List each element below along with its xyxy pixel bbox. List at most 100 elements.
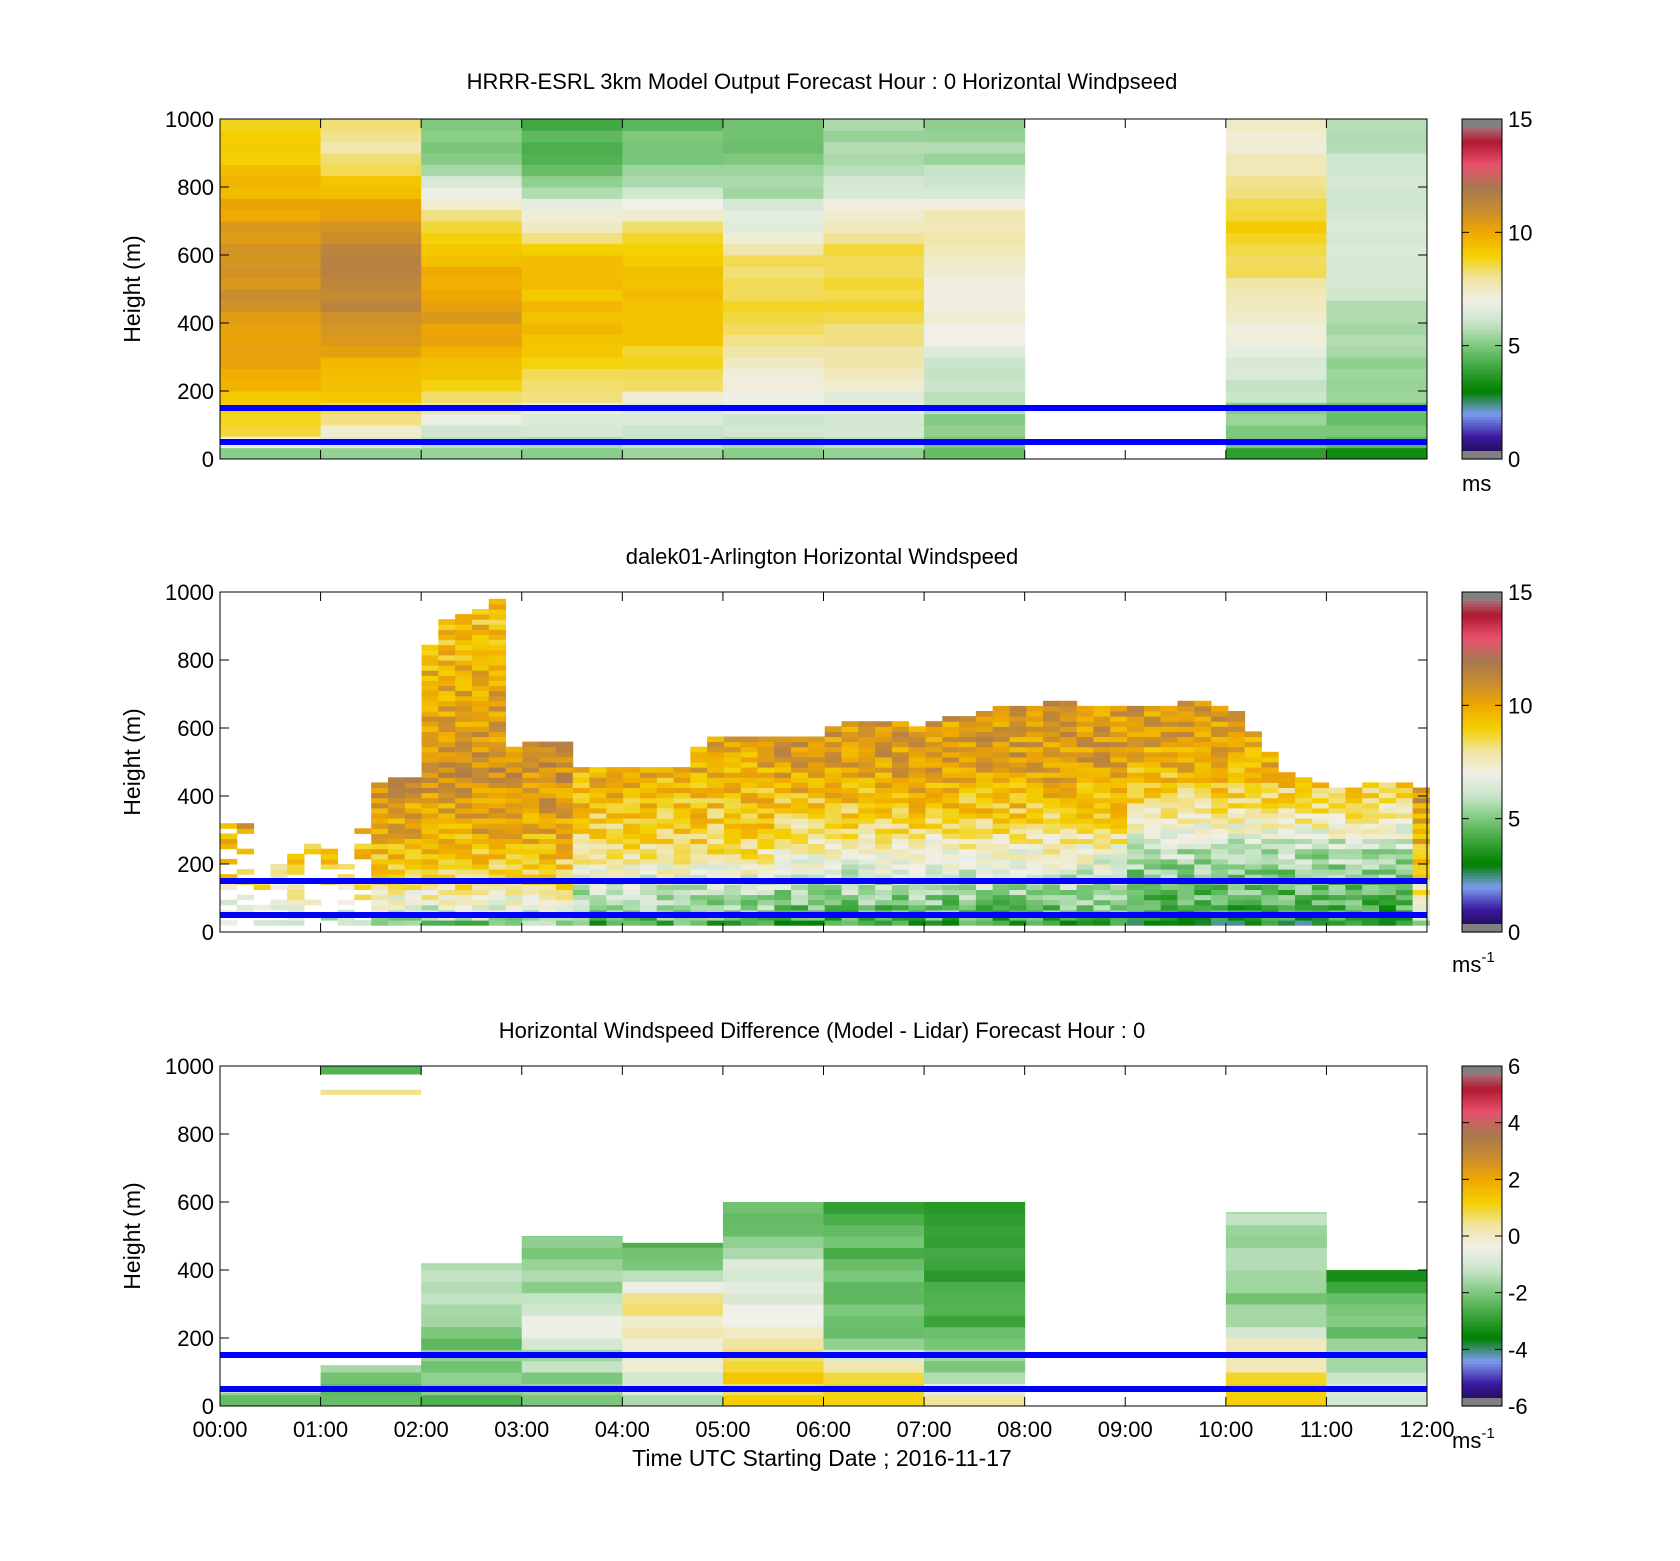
heatmap-cell: [757, 828, 775, 834]
colorbar-swatch: [1462, 620, 1502, 624]
heatmap-cell: [622, 153, 724, 165]
heatmap-cell: [1160, 889, 1178, 896]
colorbar-swatch: [1462, 1355, 1502, 1359]
heatmap-cell: [841, 797, 859, 804]
heatmap-cell: [555, 807, 574, 814]
colorbar-swatch: [1462, 138, 1502, 143]
colorbar-swatch: [1462, 773, 1502, 777]
heatmap-cell: [707, 746, 725, 753]
colorbar-swatch: [1462, 153, 1502, 157]
heatmap-cell: [1076, 736, 1094, 743]
heatmap-cell: [942, 843, 960, 850]
heatmap-cell: [438, 660, 456, 666]
heatmap-cell: [1160, 777, 1178, 783]
heatmap-cell: [1345, 843, 1363, 850]
heatmap-cell: [992, 848, 1010, 855]
heatmap-cell: [1160, 751, 1178, 758]
colorbar-under-swatch: [1462, 1398, 1502, 1406]
colorbar-over-swatch: [1462, 119, 1502, 127]
heatmap-cell: [555, 843, 574, 850]
heatmap-cell: [521, 300, 623, 313]
heatmap-cell: [1295, 823, 1313, 829]
heatmap-cell: [1311, 838, 1330, 845]
heatmap-cell: [1261, 802, 1279, 809]
heatmap-cell: [1261, 813, 1279, 819]
heatmap-cell: [220, 266, 322, 279]
heatmap-cell: [707, 736, 725, 743]
heatmap-cell: [924, 345, 1026, 358]
heatmap-cell: [723, 864, 742, 870]
heatmap-cell: [354, 843, 372, 850]
heatmap-cell: [455, 756, 473, 763]
heatmap-cell: [959, 792, 977, 799]
heatmap-cell: [924, 1304, 1026, 1316]
heatmap-cell: [1211, 731, 1229, 737]
heatmap-cell: [521, 232, 623, 245]
colorbar-swatch: [1462, 742, 1502, 746]
heatmap-cell: [673, 802, 691, 809]
heatmap-cell: [707, 838, 725, 845]
heatmap-cell: [791, 736, 809, 743]
heatmap-cell: [1076, 777, 1094, 783]
heatmap-cell: [1225, 334, 1327, 347]
heatmap-cell: [1395, 864, 1414, 870]
heatmap-cell: [975, 899, 994, 906]
heatmap-cell: [622, 311, 724, 324]
heatmap-cell: [824, 833, 843, 839]
heatmap-cell: [488, 782, 507, 788]
colorbar-swatch: [1462, 365, 1502, 369]
heatmap-cell: [455, 665, 473, 671]
heatmap-cell: [757, 767, 775, 773]
heatmap-cell: [823, 1270, 925, 1282]
colorbar-swatch: [1462, 1128, 1502, 1132]
heatmap-cell: [521, 368, 623, 381]
heatmap-cell: [371, 899, 389, 906]
heatmap-cell: [1326, 357, 1428, 369]
heatmap-cell: [1244, 818, 1262, 824]
heatmap-cell: [1009, 802, 1027, 809]
heatmap-cell: [421, 198, 523, 211]
heatmap-cell: [1362, 853, 1380, 860]
heatmap-cell: [220, 130, 322, 143]
heatmap-cell: [975, 736, 994, 743]
heatmap-cell: [589, 823, 607, 829]
heatmap-cell: [471, 833, 490, 839]
heatmap-cell: [522, 858, 540, 865]
heatmap-cell: [1110, 777, 1128, 783]
heatmap-cell: [522, 848, 540, 855]
heatmap-cell: [438, 629, 456, 635]
heatmap-cell: [924, 1372, 1026, 1384]
colorbar-swatch: [1462, 266, 1502, 270]
heatmap-cell: [1059, 843, 1078, 850]
heatmap-cell: [823, 1281, 925, 1294]
heatmap-cell: [522, 869, 540, 875]
heatmap-cell: [572, 787, 591, 794]
heatmap-cell: [1009, 731, 1027, 737]
heatmap-cell: [1160, 833, 1178, 839]
heatmap-cell: [1326, 1281, 1428, 1294]
heatmap-cell: [841, 818, 859, 824]
colorbar-swatch: [1462, 201, 1502, 205]
heatmap-cell: [1143, 802, 1162, 809]
heatmap-cell: [723, 838, 742, 845]
heatmap-cell: [1143, 864, 1162, 870]
heatmap-cell: [1412, 920, 1430, 926]
heatmap-cell: [1043, 828, 1061, 834]
heatmap-cell: [1127, 899, 1145, 906]
colorbar-swatch: [1462, 1383, 1502, 1387]
heatmap-cell: [488, 853, 507, 860]
heatmap-cell: [791, 833, 809, 839]
heatmap-cell: [623, 782, 641, 788]
heatmap-cell: [1043, 746, 1061, 753]
heatmap-cell: [455, 660, 473, 666]
colorbar-swatch: [1462, 662, 1502, 667]
colorbar-swatch: [1462, 1281, 1502, 1285]
heatmap-cell: [1211, 751, 1229, 758]
colorbar-swatch: [1462, 674, 1502, 678]
heatmap-cell: [471, 807, 490, 814]
heatmap-cell: [1328, 889, 1346, 896]
heatmap-cell: [924, 1338, 1026, 1350]
heatmap-cell: [471, 685, 490, 692]
heatmap-cell: [942, 920, 960, 926]
heatmap-cell: [421, 1263, 523, 1271]
